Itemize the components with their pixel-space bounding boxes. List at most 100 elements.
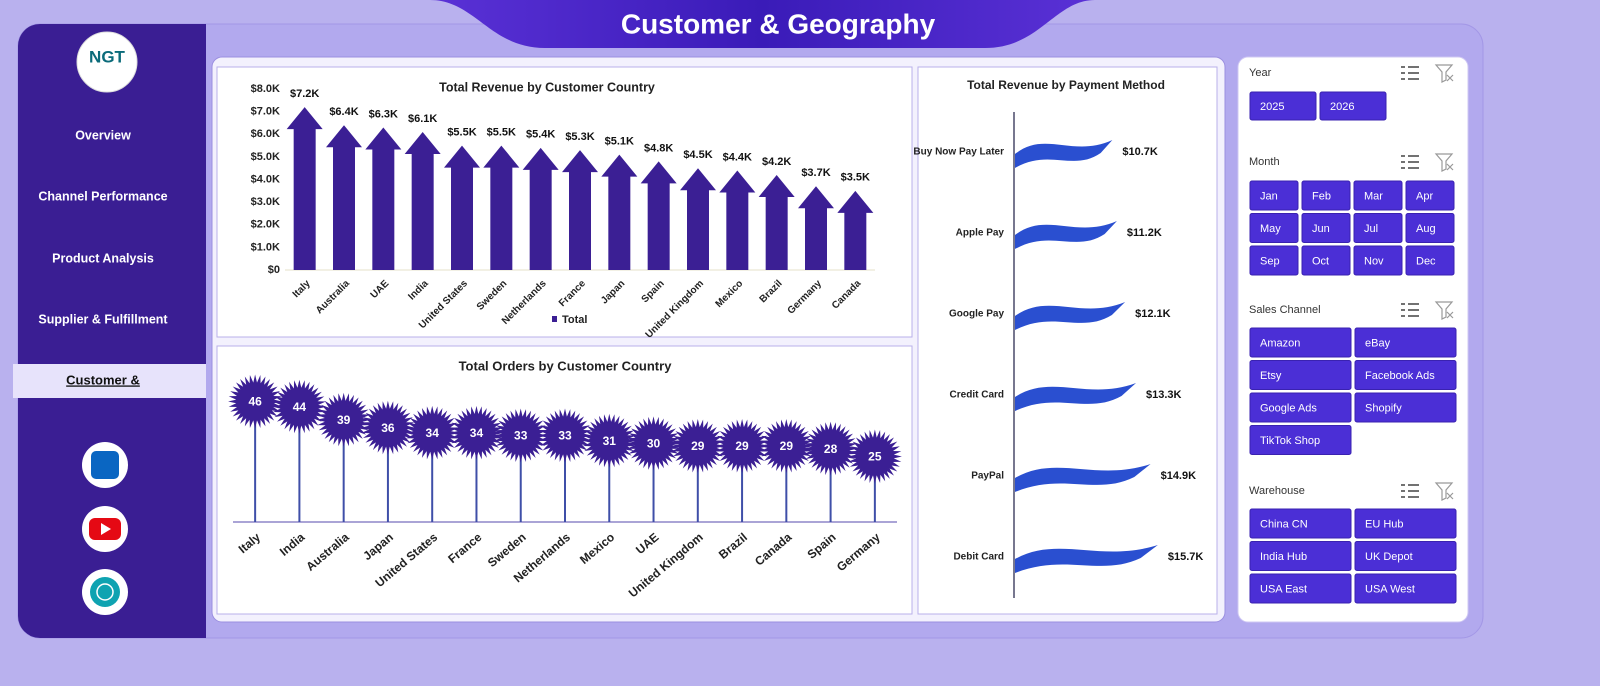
slicer-button[interactable] bbox=[1354, 573, 1457, 604]
slicer-item[interactable]: EU Hub bbox=[1365, 518, 1404, 530]
slicer-button[interactable] bbox=[1249, 327, 1352, 358]
y-tick-label: $4.0K bbox=[251, 173, 280, 185]
slicer-item[interactable]: 2025 bbox=[1260, 101, 1284, 113]
value-label: $4.8K bbox=[644, 142, 673, 154]
slicer-button[interactable] bbox=[1249, 573, 1352, 604]
slicer-button[interactable] bbox=[1354, 508, 1457, 539]
value-label: $10.7K bbox=[1122, 146, 1158, 158]
slicer-item[interactable]: India Hub bbox=[1260, 551, 1307, 563]
slicer-button[interactable] bbox=[1249, 425, 1352, 455]
slicer-button[interactable] bbox=[1354, 541, 1457, 571]
y-tick-label: $3.0K bbox=[251, 196, 280, 208]
slicer-item[interactable]: USA West bbox=[1365, 583, 1415, 595]
slicer-item[interactable]: Feb bbox=[1312, 190, 1331, 202]
nav-item[interactable]: Customer & bbox=[66, 372, 140, 387]
slicer-item[interactable]: Nov bbox=[1364, 255, 1384, 267]
multi-select-icon[interactable] bbox=[1401, 66, 1419, 80]
slicer-button[interactable] bbox=[1249, 245, 1299, 276]
slicer-title: Month bbox=[1249, 156, 1280, 168]
slicer-item[interactable]: Sep bbox=[1260, 255, 1280, 267]
value-label: 34 bbox=[470, 426, 484, 440]
slicer-item[interactable]: UK Depot bbox=[1365, 551, 1413, 563]
slicer-button[interactable] bbox=[1405, 213, 1455, 243]
y-tick-label: $2.0K bbox=[251, 219, 280, 231]
lollipop-head bbox=[715, 419, 770, 473]
slicer-item[interactable]: Jun bbox=[1312, 223, 1330, 235]
flag-bar bbox=[1015, 383, 1137, 411]
arrow-bar bbox=[798, 186, 834, 270]
slicer-item[interactable]: Oct bbox=[1312, 255, 1329, 267]
slicer-button[interactable] bbox=[1354, 360, 1457, 390]
slicer-item[interactable]: Google Ads bbox=[1260, 402, 1317, 414]
y-tick-label: Google Pay bbox=[949, 309, 1004, 320]
lollipop-head bbox=[626, 416, 681, 471]
nav-active[interactable] bbox=[13, 364, 206, 398]
slicer-item[interactable]: eBay bbox=[1365, 337, 1391, 349]
slicer-button[interactable] bbox=[1249, 508, 1352, 539]
value-label: $11.2K bbox=[1127, 227, 1162, 239]
y-tick-label: Debit Card bbox=[953, 552, 1004, 563]
slicer-button[interactable] bbox=[1249, 180, 1299, 211]
lollipop-head bbox=[272, 379, 327, 434]
nav-item[interactable]: Product Analysis bbox=[52, 251, 154, 265]
slicer-button[interactable] bbox=[1249, 213, 1299, 243]
clear-filter-icon[interactable] bbox=[1434, 482, 1454, 501]
lollipop-head bbox=[360, 400, 415, 455]
slicer-item[interactable]: Facebook Ads bbox=[1365, 370, 1435, 382]
slicer-item[interactable]: China CN bbox=[1260, 518, 1308, 530]
slicer-item[interactable]: Apr bbox=[1416, 190, 1433, 202]
lollipop-head bbox=[759, 419, 814, 473]
slicer-item[interactable]: Mar bbox=[1364, 190, 1383, 202]
slicer-item[interactable]: Shopify bbox=[1365, 402, 1402, 414]
arrow-bar bbox=[680, 168, 716, 270]
clear-filter-icon[interactable] bbox=[1434, 301, 1454, 320]
slicer-button[interactable] bbox=[1354, 327, 1457, 358]
slicer-button[interactable] bbox=[1405, 180, 1455, 211]
slicer-button[interactable] bbox=[1353, 180, 1403, 211]
slicer-button[interactable] bbox=[1249, 541, 1352, 571]
slicer-item[interactable]: Etsy bbox=[1260, 370, 1282, 382]
nav-item[interactable]: Channel Performance bbox=[38, 189, 167, 203]
slicer-item[interactable]: USA East bbox=[1260, 583, 1307, 595]
slicer-item[interactable]: Jul bbox=[1364, 223, 1378, 235]
globe-lines bbox=[96, 583, 114, 601]
value-label: $3.5K bbox=[841, 172, 870, 184]
slicer-button[interactable] bbox=[1249, 91, 1317, 121]
arrow-bar bbox=[404, 131, 441, 270]
slicer-button[interactable] bbox=[1249, 392, 1352, 423]
slicer-item[interactable]: Jan bbox=[1260, 190, 1278, 202]
slicer-item[interactable]: 2026 bbox=[1330, 101, 1354, 113]
chart-title: Total Orders by Customer Country bbox=[459, 358, 673, 373]
nav-item[interactable]: Supplier & Fulfillment bbox=[38, 312, 168, 326]
slicer-item[interactable]: May bbox=[1260, 223, 1281, 235]
sidebar-edge bbox=[180, 24, 206, 638]
flag-bar bbox=[1015, 545, 1158, 573]
value-label: $3.7K bbox=[801, 167, 830, 179]
arrow-bar bbox=[483, 145, 520, 270]
slicer-button[interactable] bbox=[1353, 245, 1403, 276]
slicer-item[interactable]: TikTok Shop bbox=[1260, 435, 1320, 447]
clear-filter-icon[interactable] bbox=[1434, 64, 1454, 83]
slicer-button[interactable] bbox=[1319, 91, 1387, 121]
nav-item[interactable]: Overview bbox=[75, 128, 131, 142]
slicer-button[interactable] bbox=[1301, 180, 1351, 211]
slicer-button[interactable] bbox=[1301, 213, 1351, 243]
multi-select-icon[interactable] bbox=[1401, 484, 1419, 498]
lollipop-head bbox=[538, 408, 592, 463]
slicer-item[interactable]: Amazon bbox=[1260, 337, 1300, 349]
slicer-button[interactable] bbox=[1405, 245, 1455, 276]
clear-filter-icon[interactable] bbox=[1434, 153, 1454, 172]
value-label: $5.4K bbox=[526, 129, 555, 141]
slicer-item[interactable]: Dec bbox=[1416, 255, 1436, 267]
slicer-button[interactable] bbox=[1249, 360, 1352, 390]
slicer-item[interactable]: Aug bbox=[1416, 223, 1436, 235]
multi-select-icon[interactable] bbox=[1401, 303, 1419, 317]
slicer-title: Warehouse bbox=[1249, 485, 1305, 497]
slicer-button[interactable] bbox=[1353, 213, 1403, 243]
value-label: $6.4K bbox=[329, 106, 358, 118]
value-label: 33 bbox=[514, 429, 528, 443]
lollipop-head bbox=[670, 419, 725, 473]
slicer-button[interactable] bbox=[1301, 245, 1351, 276]
multi-select-icon[interactable] bbox=[1401, 155, 1419, 169]
slicer-button[interactable] bbox=[1354, 392, 1457, 423]
